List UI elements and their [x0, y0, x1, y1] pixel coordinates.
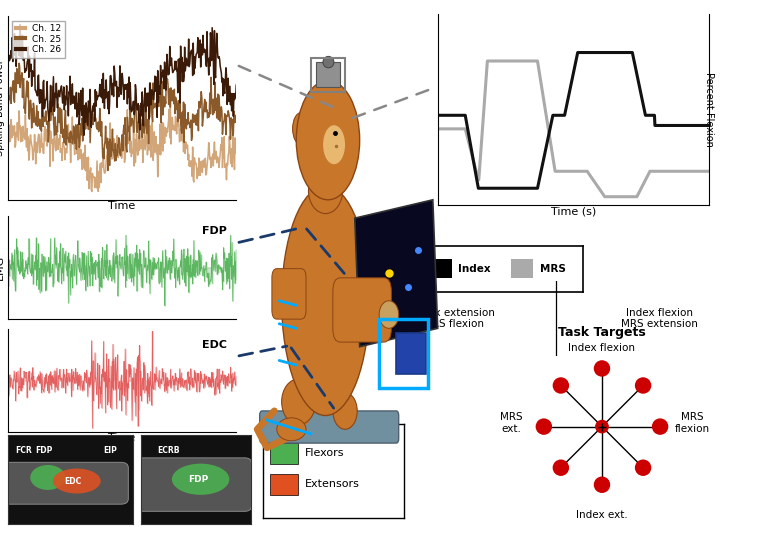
- Ch. 12: [169, 123, 178, 129]
- Ch. 12: [78, 166, 87, 173]
- Ch. 25: [3, 114, 12, 120]
- Bar: [270, 474, 298, 495]
- Text: Index ext.: Index ext.: [576, 510, 628, 521]
- Ch. 25: [78, 138, 87, 144]
- Y-axis label: Percent Flexion: Percent Flexion: [704, 72, 714, 147]
- Ch. 26: [171, 58, 180, 65]
- Ch. 26: [232, 82, 241, 89]
- Text: MRS: MRS: [539, 264, 565, 274]
- Ellipse shape: [379, 301, 399, 328]
- Text: MRS
ext.: MRS ext.: [500, 413, 523, 434]
- Ellipse shape: [282, 379, 315, 424]
- Ellipse shape: [282, 186, 370, 416]
- Ch. 25: [94, 129, 104, 135]
- Ch. 26: [94, 90, 104, 96]
- Ch. 26: [169, 67, 178, 73]
- Ellipse shape: [30, 465, 66, 490]
- Polygon shape: [355, 200, 437, 347]
- Text: FDP: FDP: [35, 446, 53, 455]
- Bar: [511, 259, 533, 278]
- Text: FDP: FDP: [188, 475, 209, 484]
- Y-axis label: EMG: EMG: [0, 255, 5, 280]
- Ch. 12: [166, 99, 175, 106]
- Circle shape: [636, 460, 651, 475]
- Circle shape: [636, 378, 651, 393]
- X-axis label: Time (s): Time (s): [551, 207, 596, 217]
- Text: ECRB: ECRB: [158, 446, 180, 455]
- X-axis label: Time: Time: [108, 201, 136, 211]
- Ch. 25: [104, 167, 113, 174]
- Text: Index flexion: Index flexion: [568, 343, 636, 353]
- Circle shape: [596, 421, 608, 433]
- Text: Task Targets: Task Targets: [558, 326, 646, 339]
- Ch. 12: [88, 188, 97, 195]
- Ellipse shape: [333, 393, 357, 429]
- Bar: [270, 443, 298, 463]
- Ch. 25: [171, 110, 180, 117]
- Ellipse shape: [53, 469, 101, 494]
- Ch. 12: [232, 136, 241, 142]
- FancyBboxPatch shape: [2, 462, 128, 504]
- Y-axis label: Spiking Band Power: Spiking Band Power: [0, 59, 5, 157]
- Text: Index: Index: [458, 264, 491, 274]
- Ch. 12: [171, 127, 180, 134]
- Ch. 26: [3, 44, 12, 50]
- Ch. 26: [78, 85, 87, 91]
- FancyBboxPatch shape: [272, 269, 306, 319]
- Ch. 25: [31, 122, 40, 128]
- Ch. 12: [147, 119, 156, 126]
- Ellipse shape: [172, 464, 229, 495]
- Circle shape: [652, 419, 668, 434]
- Text: FCR: FCR: [15, 446, 32, 455]
- Bar: [396, 333, 425, 374]
- Circle shape: [594, 477, 610, 492]
- Circle shape: [296, 80, 360, 200]
- Line: Ch. 26: Ch. 26: [8, 24, 236, 136]
- Ch. 12: [94, 168, 104, 175]
- Circle shape: [553, 460, 568, 475]
- Ch. 25: [232, 119, 241, 125]
- FancyBboxPatch shape: [136, 458, 251, 511]
- Text: EDC: EDC: [202, 340, 227, 350]
- Ellipse shape: [309, 167, 343, 213]
- Circle shape: [536, 419, 552, 434]
- Bar: [379, 319, 428, 388]
- Text: Index flexion
MRS extension: Index flexion MRS extension: [621, 308, 698, 329]
- Bar: [315, 62, 340, 87]
- Ch. 26: [31, 87, 40, 93]
- Ellipse shape: [277, 418, 306, 441]
- Ch. 12: [30, 139, 40, 145]
- Circle shape: [553, 378, 568, 393]
- Ch. 26: [79, 132, 88, 139]
- Ch. 25: [169, 100, 178, 107]
- Text: FDP: FDP: [202, 226, 227, 237]
- Text: Index extension
MRS flexion: Index extension MRS flexion: [411, 308, 495, 329]
- FancyBboxPatch shape: [333, 278, 392, 342]
- Text: Extensors: Extensors: [305, 480, 360, 489]
- Text: MRS
flexion: MRS flexion: [675, 413, 710, 434]
- Bar: [429, 259, 452, 278]
- Ch. 26: [16, 21, 25, 28]
- FancyBboxPatch shape: [260, 411, 399, 443]
- Ch. 12: [3, 138, 12, 145]
- Ch. 25: [148, 119, 157, 125]
- Legend: Ch. 12, Ch. 25, Ch. 26: Ch. 12, Ch. 25, Ch. 26: [12, 21, 65, 58]
- Line: Ch. 12: Ch. 12: [8, 103, 236, 192]
- Ellipse shape: [323, 125, 345, 164]
- X-axis label: Time: Time: [108, 434, 136, 443]
- Ch. 25: [14, 60, 24, 66]
- Circle shape: [594, 361, 610, 376]
- Circle shape: [293, 113, 309, 145]
- Text: Flexors: Flexors: [305, 448, 344, 458]
- Line: Ch. 25: Ch. 25: [8, 63, 236, 171]
- Ellipse shape: [323, 56, 334, 68]
- Text: EDC: EDC: [64, 476, 82, 485]
- Ch. 26: [148, 88, 157, 94]
- Text: EIP: EIP: [103, 446, 117, 455]
